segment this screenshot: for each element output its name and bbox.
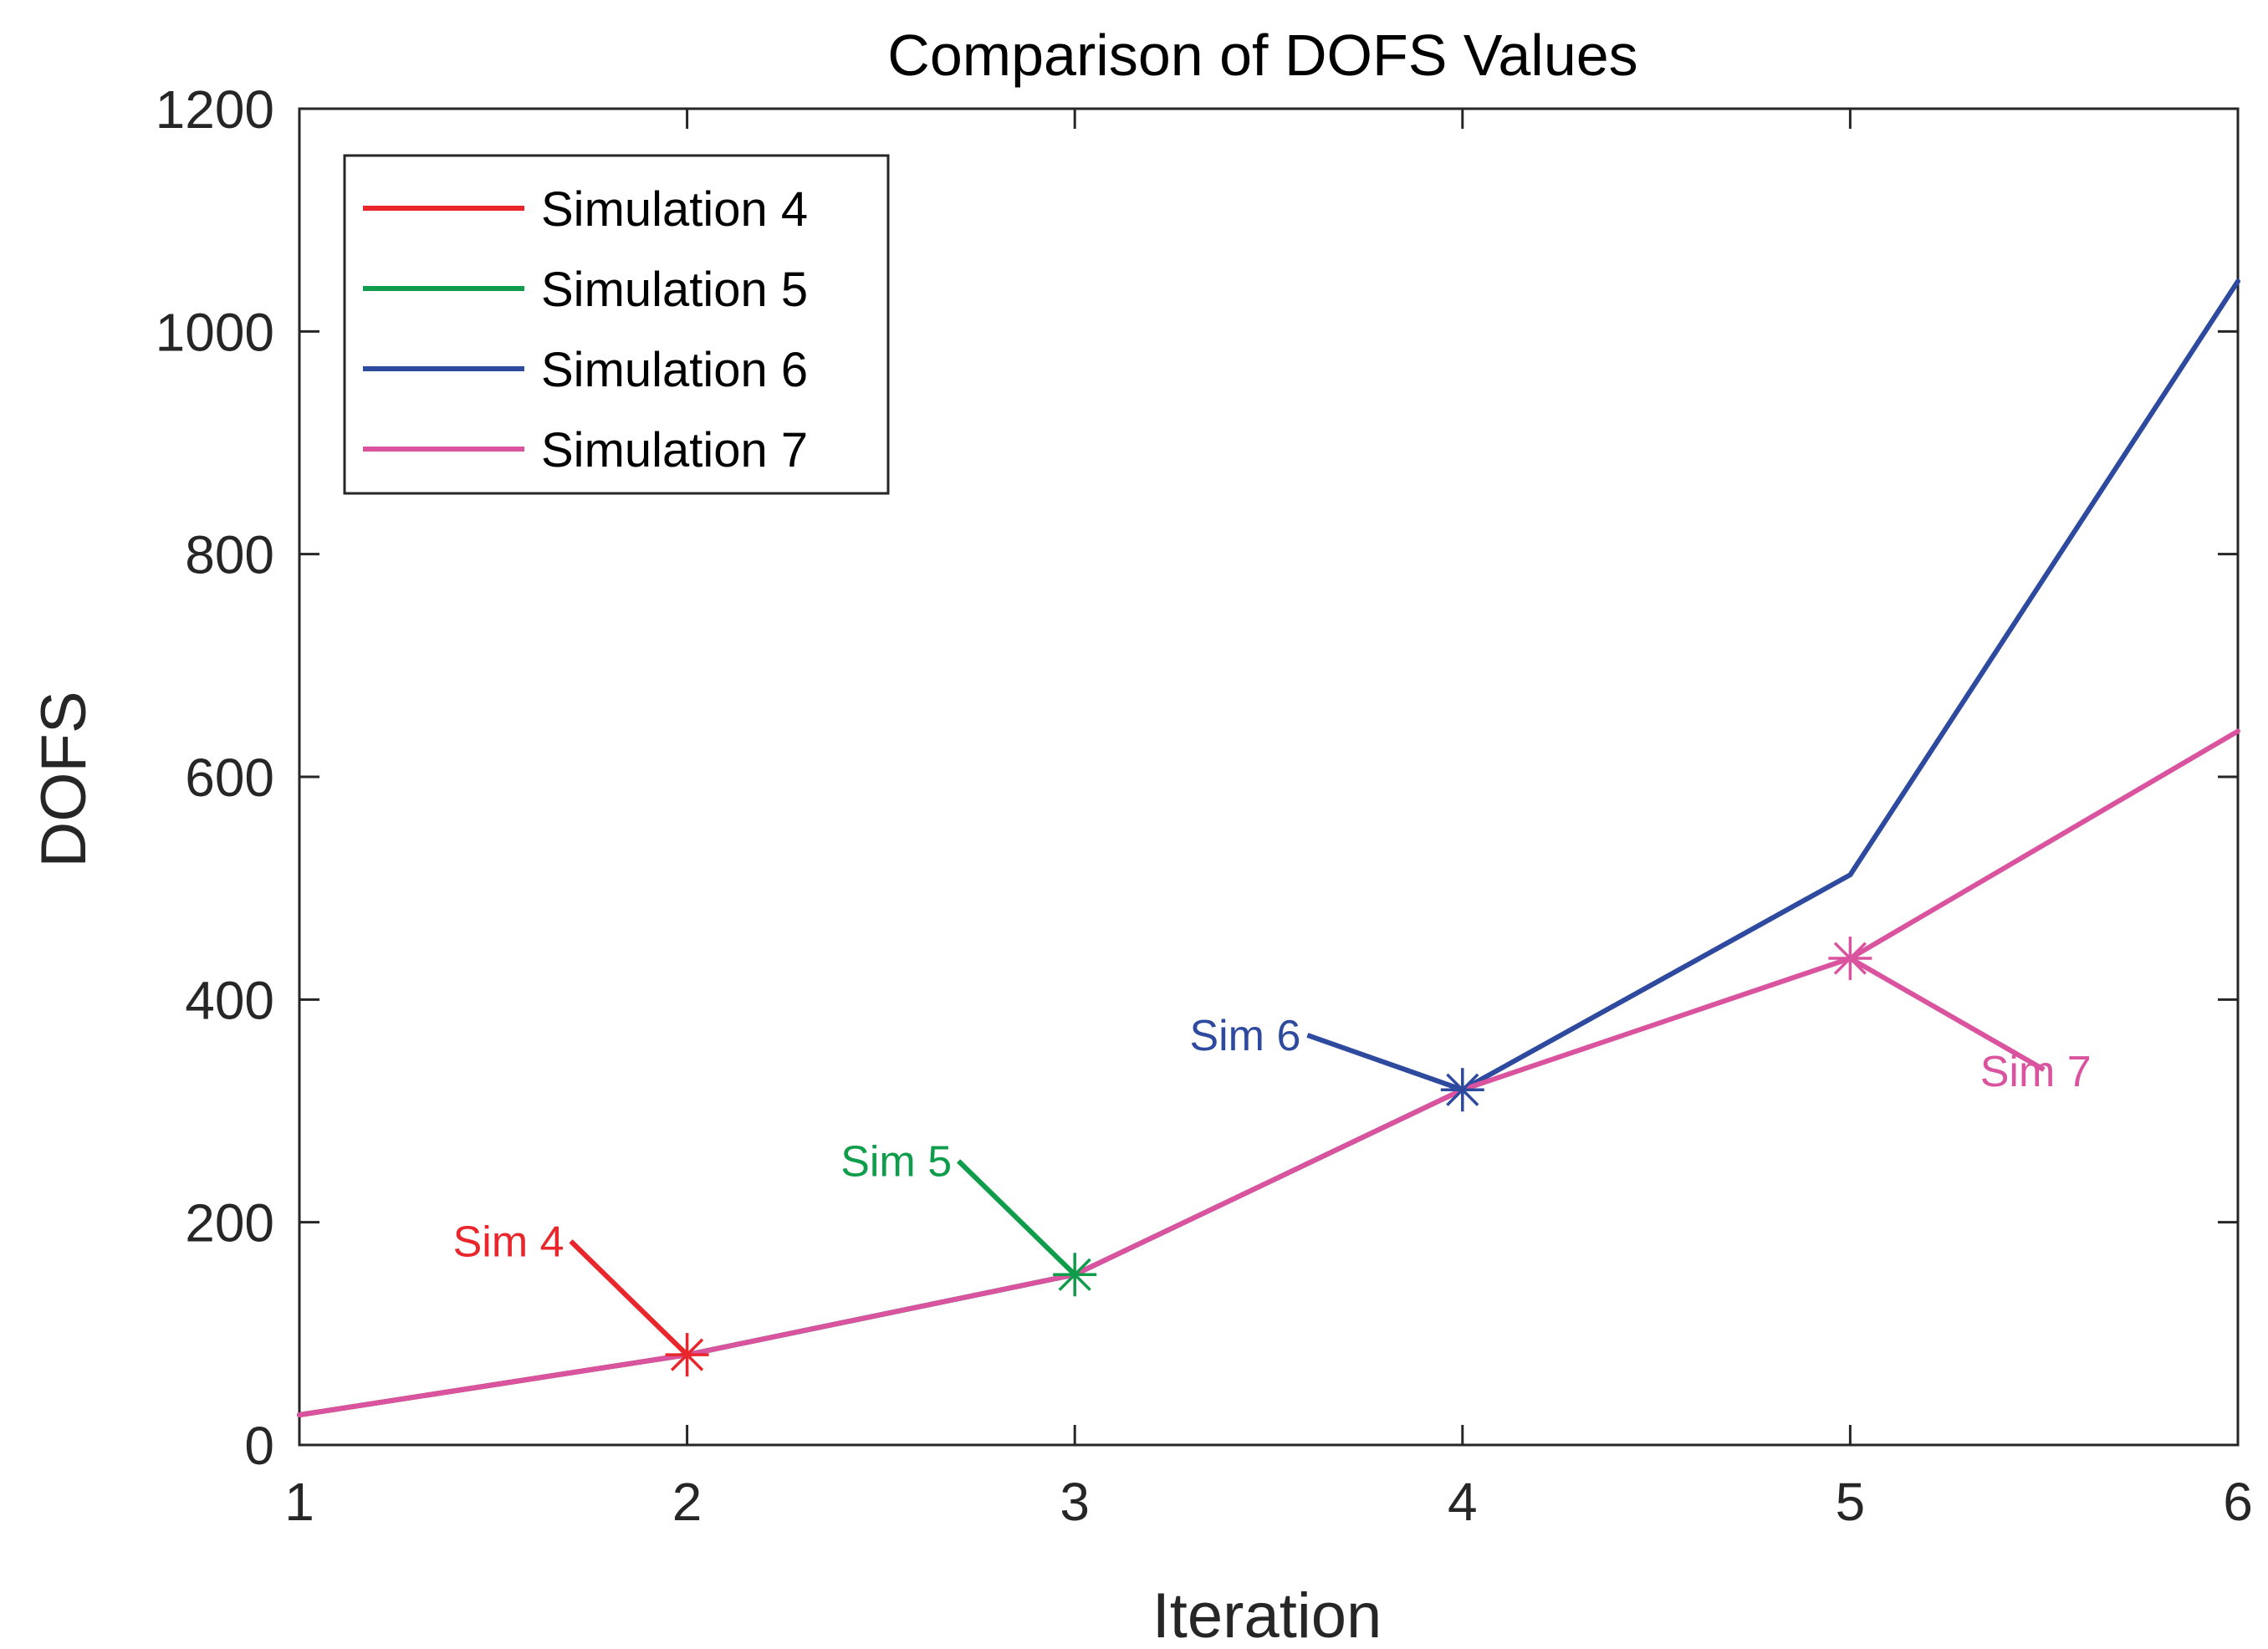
annotation-leader-line bbox=[1848, 956, 2046, 1072]
legend-box bbox=[343, 154, 890, 495]
legend: Simulation 4 Simulation 5 Simulation 6 Simu… bbox=[343, 154, 890, 495]
x-tick-label: 2 bbox=[672, 1472, 702, 1532]
asterisk-marker bbox=[1828, 937, 1872, 981]
y-tick-label: 0 bbox=[244, 1416, 274, 1476]
x-tick-label: 5 bbox=[1836, 1472, 1866, 1532]
legend-label: Simulation 5 bbox=[541, 263, 808, 317]
x-tick-label: 4 bbox=[1448, 1472, 1478, 1532]
y-tick-label: 400 bbox=[185, 970, 274, 1030]
legend-label: Simulation 4 bbox=[541, 182, 808, 237]
asterisk-stroke bbox=[670, 1338, 704, 1371]
x-axis-title: Iteration bbox=[1152, 1580, 1382, 1649]
asterisk-marker bbox=[1053, 1253, 1097, 1297]
asterisk-marker bbox=[665, 1333, 709, 1377]
y-tick-label: 200 bbox=[185, 1193, 274, 1253]
annotation-label: Sim 5 bbox=[840, 1137, 952, 1186]
annotation-leader-line bbox=[1306, 1033, 1463, 1093]
annotation-label: Sim 6 bbox=[1189, 1012, 1300, 1060]
asterisk-stroke bbox=[1058, 1258, 1091, 1291]
series-line-simulation-7 bbox=[297, 728, 2240, 1418]
chart-title: Comparison of DOFS Values bbox=[887, 23, 1637, 88]
y-axis-title: DOFS bbox=[28, 691, 100, 867]
legend-label: Simulation 7 bbox=[541, 423, 808, 477]
annotations: Sim 4 Sim 5 Sim 6 Sim 7 bbox=[453, 937, 2092, 1377]
x-tick-label: 6 bbox=[2223, 1472, 2253, 1532]
y-tick-label: 1200 bbox=[156, 79, 274, 140]
y-tick-label: 1000 bbox=[156, 302, 274, 362]
annotation-leader-line bbox=[569, 1239, 689, 1357]
y-tick-label: 800 bbox=[185, 525, 274, 585]
asterisk-stroke bbox=[1446, 1073, 1479, 1106]
annotation-label: Sim 7 bbox=[1980, 1048, 2092, 1096]
legend-label: Simulation 6 bbox=[541, 343, 808, 397]
axis-ticks: 1 2 3 4 5 6 0 200 400 600 800 1000 1200 bbox=[156, 79, 2253, 1532]
asterisk-marker bbox=[1440, 1068, 1484, 1112]
y-tick-label: 600 bbox=[185, 748, 274, 808]
x-tick-label: 1 bbox=[284, 1472, 314, 1532]
asterisk-stroke bbox=[1833, 942, 1867, 975]
x-tick-label: 3 bbox=[1060, 1472, 1090, 1532]
annotation-label: Sim 4 bbox=[453, 1218, 564, 1266]
annotation-leader-line bbox=[957, 1159, 1077, 1277]
